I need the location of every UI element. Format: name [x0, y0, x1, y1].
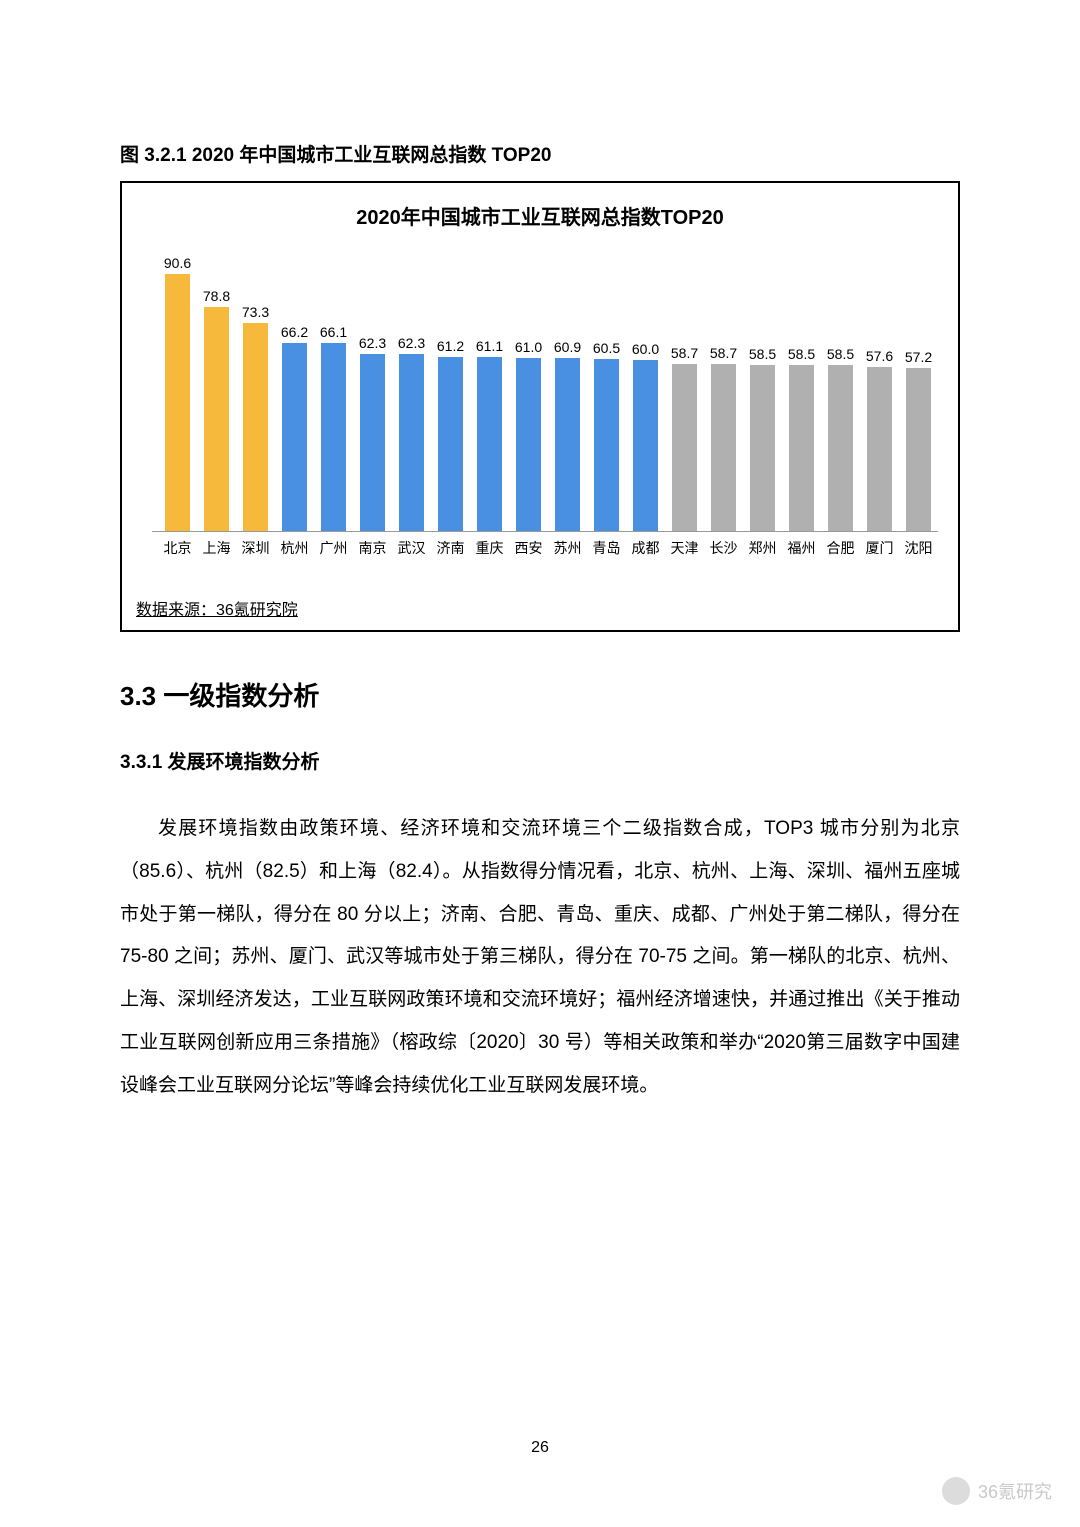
bar-value-label: 66.2	[281, 324, 308, 340]
x-axis-label: 南京	[353, 538, 392, 558]
bar-column: 58.5	[782, 242, 821, 531]
bar	[789, 365, 813, 531]
bar-value-label: 58.7	[710, 345, 737, 361]
bar-column: 57.2	[899, 242, 938, 531]
chart-container: 2020年中国城市工业互联网总指数TOP20 90.6 78.8 73.3 66.2 6…	[120, 181, 960, 632]
bar-column: 90.6	[158, 242, 197, 531]
bar-column: 78.8	[197, 242, 236, 531]
x-axis-label: 西安	[509, 538, 548, 558]
bar-value-label: 58.5	[749, 346, 776, 362]
bar	[750, 365, 774, 531]
bar-column: 66.1	[314, 242, 353, 531]
bar	[360, 354, 384, 531]
bar	[867, 367, 891, 531]
x-axis-label: 杭州	[275, 538, 314, 558]
bar	[594, 359, 618, 531]
bar-column: 60.9	[548, 242, 587, 531]
bar	[477, 357, 501, 531]
bar-value-label: 62.3	[359, 335, 386, 351]
x-axis-label: 长沙	[704, 538, 743, 558]
x-axis-label: 沈阳	[899, 538, 938, 558]
bar-value-label: 58.5	[827, 346, 854, 362]
bar-value-label: 60.9	[554, 339, 581, 355]
bar	[204, 307, 228, 531]
bar-value-label: 60.0	[632, 341, 659, 357]
bar	[633, 360, 657, 531]
chart-plot-area: 90.6 78.8 73.3 66.2 66.1 62.3 62.3 61.2 61.1 61.0…	[152, 242, 938, 582]
bar-column: 66.2	[275, 242, 314, 531]
bar-value-label: 73.3	[242, 304, 269, 320]
chart-source: 数据来源：36氪研究院	[122, 582, 958, 630]
bar-column: 60.5	[587, 242, 626, 531]
bar-value-label: 61.2	[437, 338, 464, 354]
figure-caption: 图 3.2.1 2020 年中国城市工业互联网总指数 TOP20	[120, 140, 960, 167]
x-axis-label: 重庆	[470, 538, 509, 558]
bar	[438, 357, 462, 531]
bar-value-label: 61.1	[476, 338, 503, 354]
x-axis-label: 深圳	[236, 538, 275, 558]
bar-value-label: 58.7	[671, 345, 698, 361]
bar	[828, 365, 852, 531]
x-axis-label: 北京	[158, 538, 197, 558]
bar-column: 61.0	[509, 242, 548, 531]
section-heading: 3.3 一级指数分析	[120, 676, 960, 713]
x-axis-label: 济南	[431, 538, 470, 558]
x-axis-label: 厦门	[860, 538, 899, 558]
watermark-logo-icon	[942, 1477, 970, 1505]
bar-value-label: 66.1	[320, 324, 347, 340]
x-axis-label: 青岛	[587, 538, 626, 558]
x-axis-label: 苏州	[548, 538, 587, 558]
bar	[711, 364, 735, 531]
bar	[555, 358, 579, 531]
x-axis-label: 天津	[665, 538, 704, 558]
body-paragraph: 发展环境指数由政策环境、经济环境和交流环境三个二级指数合成，TOP3 城市分别为…	[120, 808, 960, 1107]
x-axis-label: 郑州	[743, 538, 782, 558]
bar	[282, 343, 306, 531]
bar-column: 57.6	[860, 242, 899, 531]
bar-value-label: 60.5	[593, 340, 620, 356]
bar-column: 61.1	[470, 242, 509, 531]
bar-value-label: 90.6	[164, 255, 191, 271]
bar-column: 60.0	[626, 242, 665, 531]
bar-value-label: 61.0	[515, 339, 542, 355]
x-axis-label: 上海	[197, 538, 236, 558]
bar-value-label: 62.3	[398, 335, 425, 351]
bar	[672, 364, 696, 531]
bar	[516, 358, 540, 531]
subsection-heading: 3.3.1 发展环境指数分析	[120, 747, 960, 774]
bar	[243, 323, 267, 531]
bar-column: 62.3	[392, 242, 431, 531]
bar	[906, 368, 930, 531]
bar-value-label: 58.5	[788, 346, 815, 362]
bar-column: 73.3	[236, 242, 275, 531]
x-axis-label: 武汉	[392, 538, 431, 558]
bar-column: 62.3	[353, 242, 392, 531]
x-axis-label: 成都	[626, 538, 665, 558]
bar	[321, 343, 345, 531]
x-axis-label: 广州	[314, 538, 353, 558]
bar-column: 58.5	[821, 242, 860, 531]
bar	[399, 354, 423, 531]
chart-title: 2020年中国城市工业互联网总指数TOP20	[122, 183, 958, 242]
x-axis-label: 福州	[782, 538, 821, 558]
watermark-text: 36氪研究	[978, 1478, 1052, 1504]
bar-value-label: 57.2	[905, 349, 932, 365]
bar-column: 58.7	[704, 242, 743, 531]
page-number: 26	[0, 1439, 1080, 1457]
bar-value-label: 57.6	[866, 348, 893, 364]
x-axis-label: 合肥	[821, 538, 860, 558]
watermark: 36氪研究	[942, 1477, 1052, 1505]
bar-column: 58.7	[665, 242, 704, 531]
bar-value-label: 78.8	[203, 288, 230, 304]
bar-column: 61.2	[431, 242, 470, 531]
bar-column: 58.5	[743, 242, 782, 531]
bar	[165, 274, 189, 531]
